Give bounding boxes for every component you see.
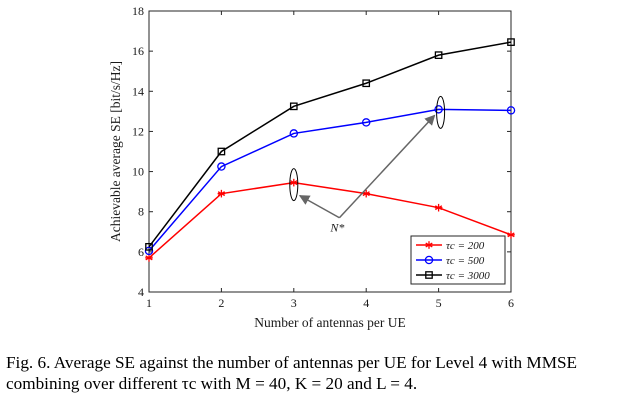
- series-1-point: [217, 162, 226, 171]
- x-tick-label: 5: [436, 296, 442, 310]
- series-0-point: [145, 254, 153, 262]
- y-tick-label: 12: [132, 124, 144, 138]
- legend-marker: [425, 271, 433, 279]
- legend-entry-label: τc = 200: [446, 240, 485, 252]
- x-tick-label: 1: [146, 296, 152, 310]
- series-line-1: [148, 108, 512, 252]
- annotation-ellipse: [289, 168, 299, 202]
- series-0-point: [290, 178, 298, 187]
- y-tick-label: 8: [138, 205, 144, 219]
- annotation-ellipse: [436, 95, 446, 129]
- legend-entry-label: τc = 500: [446, 255, 485, 267]
- legend: τc = 200 τc = 500 τc = 3000: [410, 235, 506, 285]
- series-line-2: [148, 41, 512, 248]
- series-0-point: [507, 230, 515, 239]
- x-axis-label: Number of antennas per UE: [254, 315, 405, 330]
- y-tick-label: 10: [132, 165, 144, 179]
- y-tick-label: 16: [132, 44, 144, 58]
- series-1-point: [289, 129, 299, 138]
- annotation-layer: N*: [289, 95, 446, 235]
- series-2-point: [289, 102, 298, 111]
- y-tick-label: 18: [132, 4, 144, 18]
- series-1-point: [434, 105, 443, 114]
- annotation-label: N*: [329, 221, 344, 235]
- series-2-point: [362, 79, 371, 88]
- y-axis-label: Achievable average SE [bit/s/Hz]: [108, 61, 123, 242]
- y-tick-label: 6: [138, 245, 144, 259]
- series-1-point: [361, 118, 371, 127]
- y-tick-label: 4: [138, 285, 144, 299]
- series-2-point: [507, 38, 515, 46]
- annotation-arrow: [298, 194, 340, 219]
- series-0-point: [434, 203, 443, 212]
- y-tick-label: 14: [132, 84, 144, 98]
- x-tick-label: 3: [291, 296, 297, 310]
- series-2-point: [434, 51, 443, 60]
- series-0-point: [217, 189, 226, 198]
- legend-entry-label: τc = 3000: [446, 270, 490, 282]
- series-1-point: [144, 246, 154, 256]
- annotation-arrow: [338, 114, 436, 219]
- figure-caption: Fig. 6. Average SE against the number of…: [6, 353, 578, 393]
- x-tick-label: 4: [363, 296, 369, 310]
- x-tick-label: 6: [508, 296, 514, 310]
- series-2-point: [217, 147, 226, 156]
- legend-marker: [425, 241, 433, 249]
- x-tick-label: 2: [218, 296, 224, 310]
- series-line-0: [148, 181, 512, 259]
- series-1-point: [506, 106, 516, 115]
- legend-marker: [424, 255, 434, 265]
- series-2-point: [145, 242, 153, 251]
